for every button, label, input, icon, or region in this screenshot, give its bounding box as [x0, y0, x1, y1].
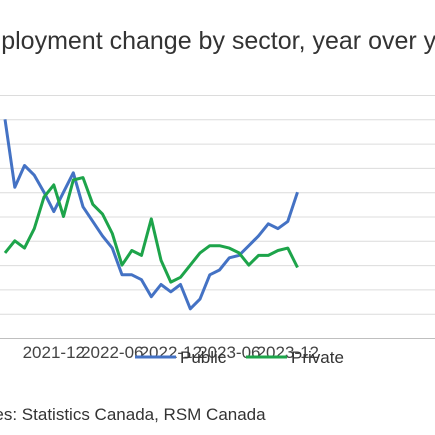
legend-label-private: Private	[291, 348, 344, 367]
series-line-private	[3, 176, 299, 284]
x-tick-label: 2023-06	[198, 343, 260, 362]
series-line-public	[3, 119, 299, 311]
series-lines	[3, 119, 299, 311]
legend: Public Private	[135, 348, 344, 367]
source-note: Sources: Statistics Canada, RSM Canada	[0, 405, 266, 424]
chart-title: Employment change by sector, year over y…	[0, 27, 435, 55]
x-tick-label: 2021-12	[23, 343, 85, 362]
x-tick-label: 2022-06	[81, 343, 143, 362]
legend-label-public: Public	[180, 348, 227, 367]
gridlines	[0, 95, 435, 339]
